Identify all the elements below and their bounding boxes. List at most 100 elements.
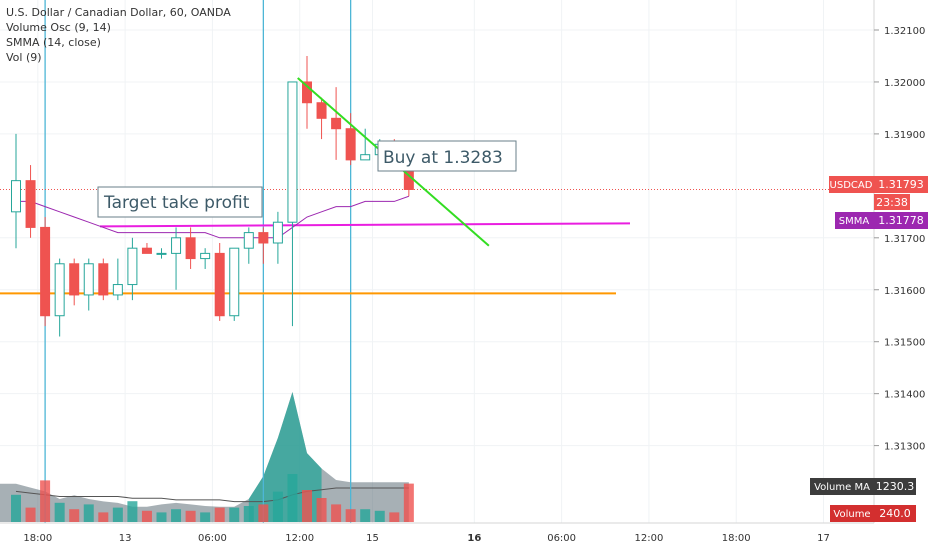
candle-body — [214, 252, 225, 317]
candle-body — [243, 232, 254, 249]
indicator-volume-osc[interactable]: Volume Osc (9, 14) — [6, 21, 111, 34]
time-tick-label: 17 — [817, 533, 830, 544]
candle — [54, 258, 65, 337]
candle-body — [360, 154, 371, 161]
volume-bar — [374, 510, 385, 522]
volume-osc-fill — [0, 392, 409, 522]
candle — [141, 242, 152, 254]
volume-bar — [156, 512, 167, 522]
price-tick-label: 1.31900 — [884, 130, 925, 141]
volume-bar — [54, 502, 65, 522]
candle — [258, 227, 269, 264]
candle-body — [40, 226, 51, 317]
symbol-title[interactable]: U.S. Dollar / Canadian Dollar, 60, OANDA — [6, 6, 231, 19]
candle-body — [98, 263, 109, 296]
candle — [272, 211, 283, 264]
volume-value: 240.0 — [879, 507, 911, 520]
candle-body — [141, 247, 152, 254]
volume-bar — [25, 507, 36, 522]
smma-price-label: SMMA 1.31778 — [835, 212, 928, 229]
volume-bar — [40, 480, 51, 522]
time-tick-label: 16 — [467, 533, 481, 544]
candle — [11, 133, 21, 249]
volume-bar — [112, 507, 123, 522]
volume-bar — [229, 507, 240, 522]
price-tick-label: 1.31700 — [884, 234, 925, 245]
time-axis[interactable]: 18:00 13 06:00 12:00 15 16 06:00 12:00 18:00 17 — [23, 533, 829, 544]
target-label: Target take profit — [103, 193, 250, 213]
indicator-smma[interactable]: SMMA (14, close) — [6, 36, 101, 49]
time-tick-label: 06:00 — [547, 533, 576, 544]
candle — [185, 227, 196, 269]
candle — [127, 237, 138, 301]
candle — [229, 247, 240, 321]
volume-osc-peak — [248, 392, 322, 522]
usdcad-price-label: USDCAD 1.31793 — [829, 176, 928, 193]
volume-bar — [171, 509, 182, 522]
volume-bar — [243, 506, 254, 522]
time-tick-label: 15 — [366, 533, 379, 544]
volume-bar — [69, 509, 80, 522]
buy-label: Buy at 1.3283 — [383, 148, 503, 168]
volume-bar — [302, 490, 312, 522]
smma-line — [16, 195, 410, 239]
price-tick-label: 1.31400 — [884, 390, 925, 401]
time-tick-label: 12:00 — [285, 533, 314, 544]
candle-body — [69, 263, 80, 296]
time-tick-label: 18:00 — [722, 533, 751, 544]
grid — [0, 0, 874, 523]
volume-bar — [214, 507, 225, 522]
candle — [40, 217, 51, 327]
candle — [243, 227, 254, 264]
candle-body — [200, 252, 211, 260]
price-tick-label: 1.31500 — [884, 338, 925, 349]
price-tick-label: 1.31600 — [884, 286, 925, 297]
candle-body — [156, 252, 167, 255]
smma-name: SMMA — [839, 216, 870, 227]
usdcad-price: 1.31793 — [878, 178, 924, 191]
volume-name: Volume — [833, 509, 870, 520]
candle — [287, 81, 298, 327]
volume-bars — [11, 474, 414, 522]
volume-ma-label: Volume MA 1230.3 — [810, 478, 916, 495]
candle — [112, 258, 123, 301]
candle-body — [112, 284, 123, 296]
volume-bar — [389, 512, 400, 522]
target-level-line — [99, 222, 631, 228]
volume-bar — [331, 504, 342, 522]
time-tick-label: 12:00 — [635, 533, 664, 544]
price-tick-label: 1.32000 — [884, 78, 925, 89]
volume-bar — [360, 509, 371, 522]
volume-ma-name: Volume MA — [814, 482, 870, 493]
candle-body — [171, 237, 182, 254]
time-tick-label: 13 — [119, 533, 132, 544]
usdcad-symbol: USDCAD — [830, 180, 873, 191]
candle — [171, 227, 182, 290]
volume-bar — [200, 512, 211, 522]
candle — [156, 248, 167, 259]
candle — [302, 55, 312, 129]
target-annotation[interactable]: Target take profit — [97, 186, 263, 218]
candle — [200, 248, 211, 269]
candle-body — [25, 180, 36, 228]
indicator-vol[interactable]: Vol (9) — [6, 51, 42, 64]
volume-bar — [185, 510, 196, 522]
smma-price: 1.31778 — [878, 214, 924, 227]
candle — [83, 258, 94, 311]
buy-annotation[interactable]: Buy at 1.3283 — [377, 140, 517, 172]
candle — [69, 258, 80, 306]
candle — [316, 97, 327, 140]
volume-bar — [83, 504, 94, 522]
price-axis[interactable]: 1.32100 1.32000 1.31900 1.31700 1.31600 1.315… — [874, 26, 925, 453]
candle-body — [316, 102, 327, 119]
countdown-value: 23:38 — [876, 196, 908, 209]
candle-body — [185, 237, 196, 260]
volume-bar — [345, 509, 356, 522]
price-tick-label: 1.31300 — [884, 442, 925, 453]
time-tick-label: 18:00 — [23, 533, 52, 544]
candle-body — [11, 180, 21, 213]
candle-body — [287, 81, 298, 223]
candle — [331, 87, 342, 160]
